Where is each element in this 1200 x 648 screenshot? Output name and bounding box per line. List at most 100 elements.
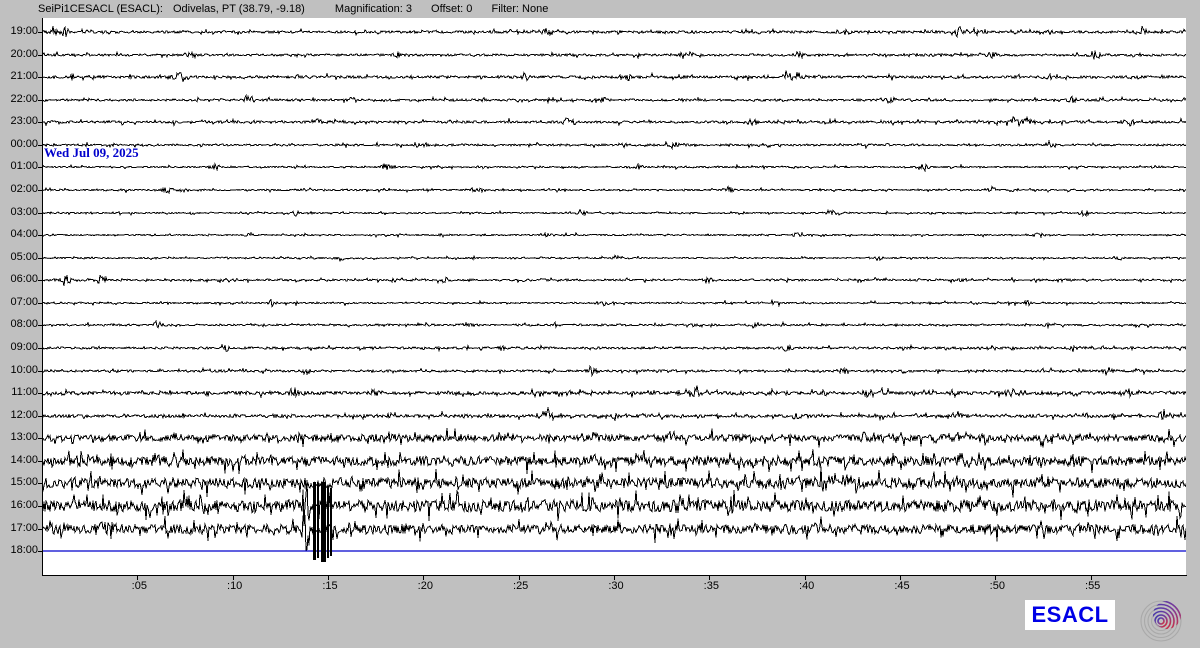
hour-label-1500: 15:00 [10,476,38,489]
hour-tick [38,483,43,485]
minute-tick [709,576,711,580]
hour-tick [38,415,43,417]
minute-tick [232,576,234,580]
minute-label-10: :10 [227,580,243,592]
hour-label-0700: 07:00 [10,295,38,308]
minute-tick [804,576,806,580]
hour-label-1100: 11:00 [11,386,38,399]
minute-label-05: :05 [131,580,147,592]
trace-row-0000 [43,138,1186,150]
hour-label-0000: 00:00 [10,137,38,150]
hour-tick [38,189,43,191]
date-stamp: Wed Jul 09, 2025 [44,145,139,160]
helicorder-plot[interactable] [42,18,1186,575]
trace-row-1300 [43,428,1186,448]
hour-tick [38,505,43,507]
header-filter: Filter: None [491,3,549,15]
minute-tick [328,576,329,580]
hour-label-1300: 13:00 [10,431,38,444]
hour-label-0200: 02:00 [10,182,38,195]
hour-tick [38,280,43,282]
hour-tick [38,528,43,530]
hour-tick [38,212,43,214]
minute-tick [423,576,425,580]
hour-label-2000: 20:00 [10,47,38,60]
minute-label-25: :25 [513,580,529,592]
hour-label-0800: 08:00 [10,318,38,331]
minute-tick [900,576,901,580]
trace-row-0700 [43,298,1186,308]
trace-row-0600 [43,275,1186,287]
hour-tick [38,438,43,440]
minute-tick [614,576,615,580]
trace-row-0100 [43,162,1186,173]
minute-tick [1090,576,1092,580]
hour-label-1900: 19:00 [10,25,38,37]
esacl-logo-label: ESACL [1031,602,1109,627]
major-event-spike [313,481,332,562]
hour-tick [38,122,43,124]
hour-label-0100: 01:00 [10,160,38,173]
header-offset: Offset: 0 [431,3,473,15]
seismic-spiral-icon [1139,597,1187,643]
trace-row-1800 [43,550,1186,552]
trace-row-1400 [43,449,1186,474]
trace-row-1500 [43,467,1186,498]
minute-label-30: :30 [608,580,624,592]
hour-tick [38,551,43,553]
minute-label-20: :20 [417,580,433,592]
trace-row-1100 [43,385,1186,399]
hour-tick [38,257,43,259]
hour-label-0500: 05:00 [10,250,38,263]
hour-label-1000: 10:00 [10,363,38,376]
minute-label-55: :55 [1085,580,1101,592]
minute-tick [995,576,997,580]
hour-tick [38,393,43,395]
minute-label-40: :40 [799,580,815,592]
hour-label-0900: 09:00 [10,340,38,353]
hour-label-0400: 04:00 [10,228,38,241]
hour-tick [38,325,43,327]
trace-row-2300 [43,115,1186,128]
minute-tick [518,576,520,580]
trace-row-0500 [43,253,1186,262]
header-bar: SeiPi1CESACL (ESACL): Odivelas, PT (38.7… [0,0,1200,18]
hour-label-1600: 16:00 [10,498,38,511]
header-magnification: Magnification: 3 [334,3,412,15]
minute-label-45: :45 [894,580,910,592]
trace-row-2100 [43,70,1186,83]
trace-row-2000 [43,49,1186,60]
trace-row-0400 [43,231,1186,239]
plot-bottom-border [42,575,1187,576]
minute-label-15: :15 [322,580,338,592]
minute-label-50: :50 [989,580,1005,592]
hour-label-0600: 06:00 [10,273,38,286]
hour-tick [38,302,43,304]
trace-row-1900 [43,25,1186,38]
header-station-code: SeiPi1CESACL (ESACL): [38,3,163,15]
hour-label-1800: 18:00 [10,544,38,557]
trace-row-2200 [43,93,1186,105]
hour-tick [38,144,43,146]
hour-tick [38,32,43,33]
hour-label-1700: 17:00 [10,521,38,534]
hour-label-1200: 12:00 [10,408,38,421]
hour-tick [38,99,43,101]
hour-tick [38,370,43,372]
minute-label-35: :35 [703,580,719,592]
hour-label-0300: 03:00 [10,205,38,218]
esacl-logo-box: ESACL [1025,600,1115,630]
hour-label-2100: 21:00 [10,70,38,83]
minute-tick [137,576,139,580]
hour-label-2200: 22:00 [10,92,38,105]
trace-row-1700 [43,514,1186,552]
hour-tick [38,460,43,462]
trace-row-0300 [43,208,1186,217]
hour-label-2300: 23:00 [10,115,38,128]
hour-tick [38,235,43,237]
hour-tick [38,77,43,79]
header-location: Odivelas, PT (38.79, -9.18) [172,3,305,15]
trace-row-0800 [43,320,1186,330]
hour-tick [38,167,43,169]
trace-row-0200 [43,184,1186,195]
